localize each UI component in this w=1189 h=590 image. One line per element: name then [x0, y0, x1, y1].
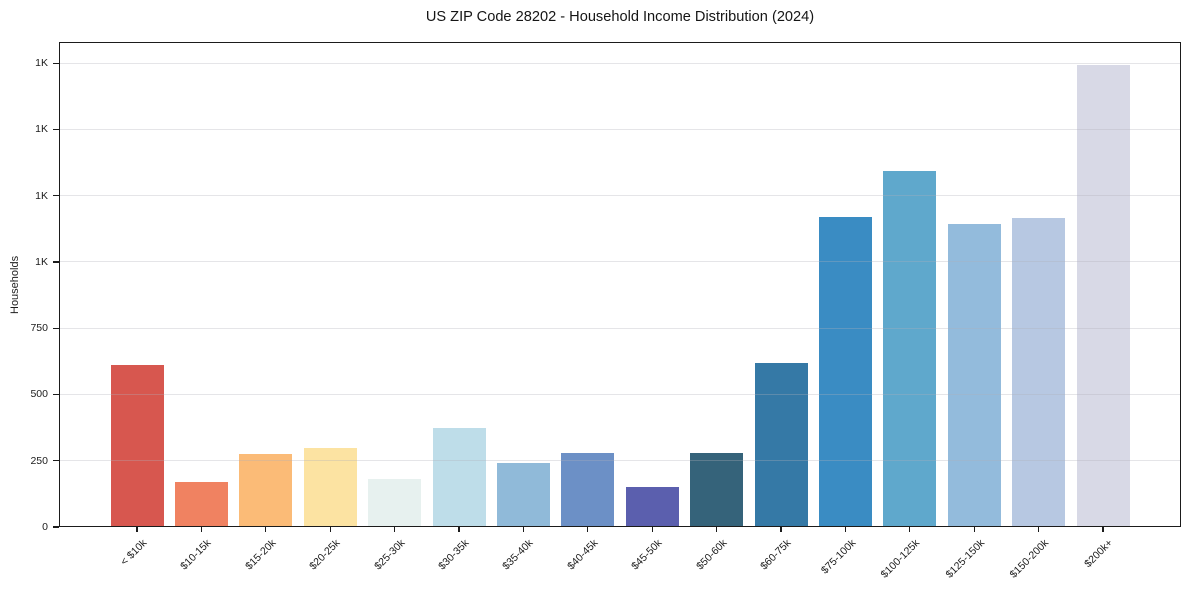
x-tick-mark — [1037, 527, 1040, 532]
x-tick-label: $40-45k — [564, 537, 601, 573]
x-tick-label: $200k+ — [1082, 537, 1116, 571]
gridline — [59, 62, 1181, 64]
y-tick-label: 1K — [35, 57, 48, 70]
plot-area — [59, 42, 1181, 527]
bar — [1012, 218, 1066, 527]
bar — [239, 454, 293, 527]
bar — [1076, 64, 1130, 527]
x-tick-label: $100-125k — [878, 537, 923, 581]
x-tick-label: $50-60k — [693, 537, 730, 573]
bar — [110, 365, 164, 527]
bar — [625, 487, 679, 527]
x-tick-mark — [844, 527, 847, 532]
y-tick-mark — [53, 327, 59, 329]
y-tick-label: 1K — [35, 255, 48, 268]
x-tick-label: $35-40k — [500, 537, 536, 573]
y-tick-mark — [53, 393, 59, 396]
y-tick-mark — [53, 460, 59, 462]
x-tick-mark — [715, 527, 718, 532]
x-tick-mark — [393, 527, 396, 532]
x-tick-label: $15-20k — [242, 537, 279, 573]
bar — [754, 362, 808, 527]
y-tick-label: 250 — [30, 454, 48, 467]
x-tick-mark — [136, 527, 138, 532]
y-tick-mark — [53, 526, 59, 528]
x-tick-mark — [587, 527, 589, 532]
gridline — [59, 261, 1181, 263]
gridline — [59, 393, 1181, 395]
x-tick-mark — [265, 527, 267, 532]
bar — [303, 447, 357, 527]
gridline — [59, 460, 1181, 462]
bar — [496, 463, 550, 527]
x-tick-mark — [522, 527, 525, 532]
x-tick-mark — [973, 527, 975, 532]
bar — [174, 481, 228, 527]
y-tick-label: 0 — [42, 521, 48, 533]
x-tick-mark — [329, 527, 331, 532]
y-tick-label: 1K — [35, 123, 48, 136]
gridline — [59, 327, 1181, 329]
y-tick-mark — [53, 62, 59, 64]
bar — [561, 452, 615, 527]
x-axis: < $10k $10-15k $15-20k $20-25k $25-30k $30-35… — [59, 527, 1181, 590]
bar — [818, 216, 872, 527]
x-tick-mark — [780, 527, 782, 532]
gridline — [59, 128, 1181, 130]
bar — [368, 479, 422, 527]
x-tick-label: $10-15k — [178, 537, 214, 573]
x-tick-mark — [458, 527, 460, 532]
y-tick-label: 1K — [35, 189, 48, 202]
x-tick-label: < $10k — [118, 537, 150, 568]
bar — [690, 452, 744, 527]
y-tick-mark — [53, 195, 59, 197]
bar — [432, 427, 486, 527]
gridline — [59, 195, 1181, 197]
y-tick-label: 500 — [30, 388, 48, 401]
x-tick-label: $150-200k — [1007, 537, 1052, 581]
x-tick-label: $60-75k — [758, 537, 794, 573]
chart-title: US ZIP Code 28202 - Household Income Dis… — [425, 9, 815, 25]
x-tick-label: $45-50k — [629, 537, 665, 573]
x-tick-mark — [651, 527, 653, 532]
x-tick-label: $75-100k — [818, 537, 858, 577]
bar — [947, 223, 1001, 527]
y-tick-label: 750 — [30, 322, 48, 335]
x-tick-label: $25-30k — [371, 537, 408, 573]
x-tick-label: $30-35k — [436, 537, 472, 573]
x-tick-mark — [200, 527, 203, 532]
x-tick-mark — [1102, 527, 1104, 532]
y-axis: 0 250 500 750 1K 1K 1K 1K — [0, 42, 59, 533]
bar — [883, 170, 937, 527]
y-tick-mark — [53, 261, 59, 263]
x-tick-label: $125-150k — [943, 537, 987, 581]
x-tick-label: $20-25k — [307, 537, 343, 573]
x-tick-mark — [909, 527, 911, 532]
y-tick-mark — [53, 128, 59, 131]
